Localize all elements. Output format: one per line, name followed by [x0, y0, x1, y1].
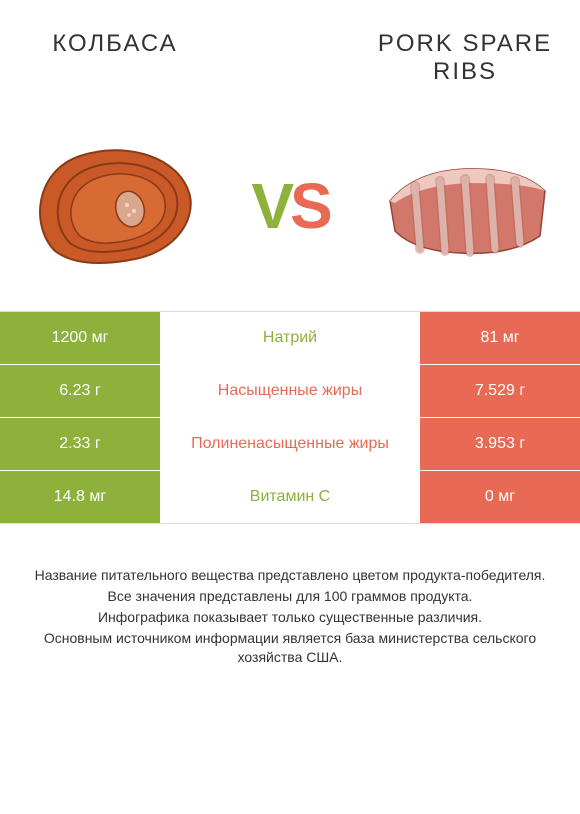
- nutrient-row: 2.33 гПолиненасыщенные жиры3.953 г: [0, 418, 580, 471]
- footer-line: Название питательного вещества представл…: [20, 566, 560, 585]
- header-row: КОЛБАСА PORK SPARE RIBS: [0, 0, 580, 86]
- value-product-b: 0 мг: [420, 471, 580, 523]
- comparison-infographic: КОЛБАСА PORK SPARE RIBS VS: [0, 0, 580, 814]
- nutrient-label: Насыщенные жиры: [160, 365, 420, 417]
- vs-v: V: [251, 169, 290, 243]
- nutrient-label: Витамин C: [160, 471, 420, 523]
- footer-line: Основным источником информации является …: [20, 629, 560, 667]
- vs-s: S: [290, 169, 329, 243]
- value-product-b: 7.529 г: [420, 365, 580, 417]
- sausage-icon: [25, 131, 205, 281]
- footer-line: Все значения представлены для 100 граммо…: [20, 587, 560, 606]
- nutrient-row: 6.23 гНасыщенные жиры7.529 г: [0, 365, 580, 418]
- value-product-a: 14.8 мг: [0, 471, 160, 523]
- footer-line: Инфографика показывает только существенн…: [20, 608, 560, 627]
- value-product-a: 2.33 г: [0, 418, 160, 470]
- value-product-b: 81 мг: [420, 312, 580, 364]
- value-product-a: 6.23 г: [0, 365, 160, 417]
- nutrient-row: 14.8 мгВитамин C0 мг: [0, 471, 580, 523]
- product-a-image: [0, 126, 230, 286]
- nutrient-label: Полиненасыщенные жиры: [160, 418, 420, 470]
- product-b-title: PORK SPARE RIBS: [350, 30, 580, 86]
- product-a-title: КОЛБАСА: [0, 30, 230, 86]
- footer-notes: Название питательного вещества представл…: [0, 564, 580, 668]
- value-product-a: 1200 мг: [0, 312, 160, 364]
- value-product-b: 3.953 г: [420, 418, 580, 470]
- ribs-icon: [375, 131, 555, 281]
- nutrient-row: 1200 мгНатрий81 мг: [0, 312, 580, 365]
- header-spacer: [230, 30, 350, 86]
- vs-row: VS: [0, 111, 580, 301]
- product-b-image: [350, 126, 580, 286]
- vs-label: VS: [230, 169, 350, 243]
- nutrient-label: Натрий: [160, 312, 420, 364]
- nutrient-table: 1200 мгНатрий81 мг6.23 гНасыщенные жиры7…: [0, 311, 580, 524]
